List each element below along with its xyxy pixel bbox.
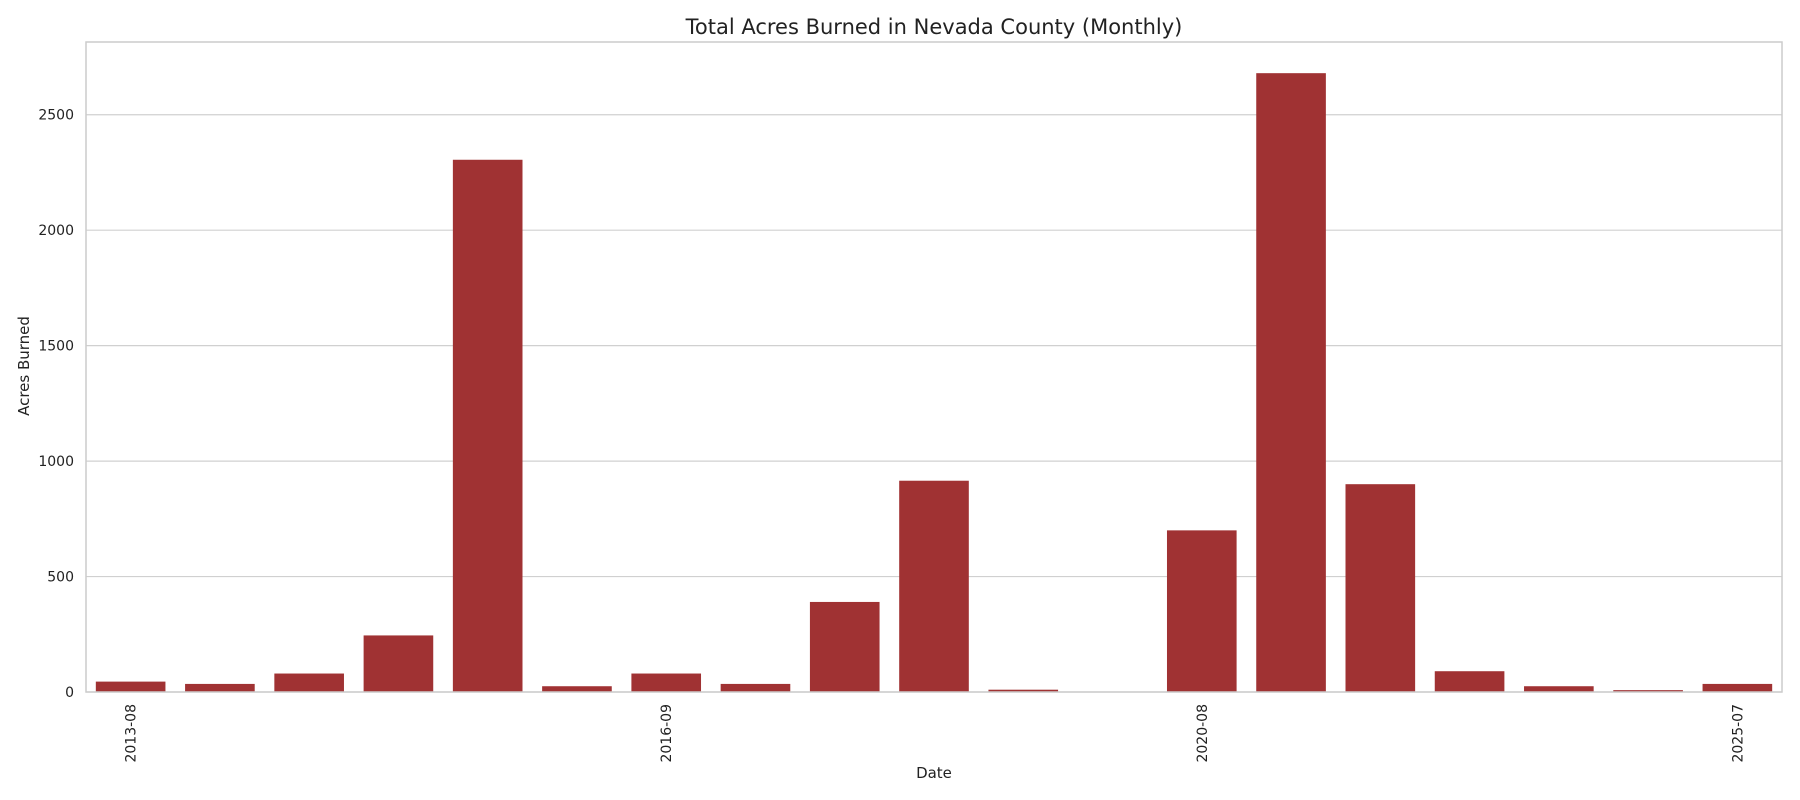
bar bbox=[363, 635, 434, 692]
bar bbox=[1166, 530, 1237, 692]
plot-frame bbox=[85, 41, 1783, 693]
bar bbox=[1613, 690, 1683, 692]
x-tick-label: 2025-07 bbox=[1730, 704, 1746, 763]
bar bbox=[631, 673, 702, 692]
bar bbox=[1256, 73, 1326, 692]
bar bbox=[720, 683, 791, 692]
bar bbox=[95, 681, 166, 692]
y-tick-label: 2000 bbox=[38, 223, 74, 239]
bar bbox=[542, 686, 612, 692]
y-tick-label: 500 bbox=[47, 570, 74, 586]
y-tick-label: 2500 bbox=[38, 108, 74, 124]
bar bbox=[899, 480, 969, 692]
x-tick-label: 2013-08 bbox=[124, 704, 140, 763]
x-tick-label: 2020-08 bbox=[1195, 704, 1211, 763]
bar bbox=[452, 159, 523, 693]
bar bbox=[1524, 686, 1594, 692]
bar bbox=[1702, 683, 1773, 692]
bar bbox=[274, 673, 344, 692]
bar bbox=[1434, 671, 1505, 692]
x-tick-label: 2016-09 bbox=[659, 704, 675, 763]
bar bbox=[185, 683, 255, 692]
bar bbox=[809, 601, 880, 692]
x-axis-label: Date bbox=[916, 764, 952, 782]
y-axis-label: Acres Burned bbox=[15, 316, 33, 416]
bar bbox=[988, 689, 1059, 692]
bars bbox=[95, 73, 1773, 693]
y-tick-label: 0 bbox=[65, 685, 74, 701]
y-tick-label: 1500 bbox=[38, 339, 74, 355]
bar bbox=[1345, 484, 1416, 692]
x-tick-labels: 2013-08 2016-09 2020-08 2025-07 bbox=[124, 704, 1747, 763]
y-tick-labels: 0 500 1000 1500 2000 2500 bbox=[38, 108, 74, 701]
chart-title: Total Acres Burned in Nevada County (Mon… bbox=[685, 15, 1183, 39]
y-tick-label: 1000 bbox=[38, 454, 74, 470]
